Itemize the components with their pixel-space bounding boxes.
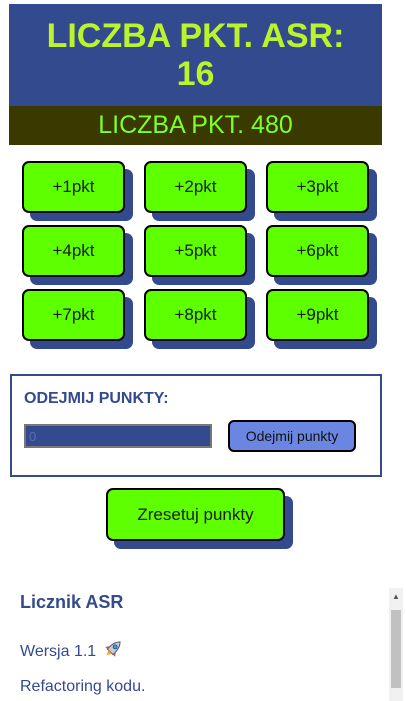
add-8-points-button[interactable]: +8pkt	[144, 289, 247, 341]
asr-points-header: LICZBA PKT. ASR: 16	[9, 4, 382, 106]
subtract-points-panel: ODEJMIJ PUNKTY: Odejmij punkty	[10, 374, 382, 477]
subtract-points-title: ODEJMIJ PUNKTY:	[24, 390, 169, 407]
points-button-grid: +1pkt +2pkt +3pkt +4pkt +5pkt +6pkt +7pk…	[22, 161, 369, 341]
changelog-note: Refactoring kodu.	[20, 678, 146, 695]
add-9-points-button[interactable]: +9pkt	[266, 289, 369, 341]
add-5-points-button[interactable]: +5pkt	[144, 225, 247, 277]
add-2-points-button[interactable]: +2pkt	[144, 161, 247, 213]
total-points-header: LICZBA PKT. 480	[9, 106, 382, 145]
add-7-points-button[interactable]: +7pkt	[22, 289, 125, 341]
version-line: Wersja 1.1	[20, 638, 124, 665]
scroll-thumb[interactable]	[391, 610, 401, 688]
asr-points-label: LICZBA PKT. ASR:	[46, 17, 345, 55]
version-text: Wersja 1.1	[20, 642, 97, 660]
add-1-point-button[interactable]: +1pkt	[22, 161, 125, 213]
add-6-points-button[interactable]: +6pkt	[266, 225, 369, 277]
subtract-points-button[interactable]: Odejmij punkty	[228, 420, 356, 452]
asr-points-value: 16	[176, 55, 215, 93]
info-panel: Licznik ASR Wersja 1.1 Refactoring kodu.	[0, 588, 389, 701]
add-3-points-button[interactable]: +3pkt	[266, 161, 369, 213]
info-scrollbar[interactable]: ▲	[389, 588, 403, 701]
scroll-up-arrow-icon[interactable]: ▲	[392, 592, 400, 601]
app-title: Licznik ASR	[20, 592, 124, 612]
add-4-points-button[interactable]: +4pkt	[22, 225, 125, 277]
rocket-icon	[102, 638, 124, 665]
reset-points-button[interactable]: Zresetuj punkty	[106, 488, 285, 541]
total-points-label: LICZBA PKT. 480	[98, 111, 293, 139]
subtract-points-input[interactable]	[24, 424, 212, 448]
